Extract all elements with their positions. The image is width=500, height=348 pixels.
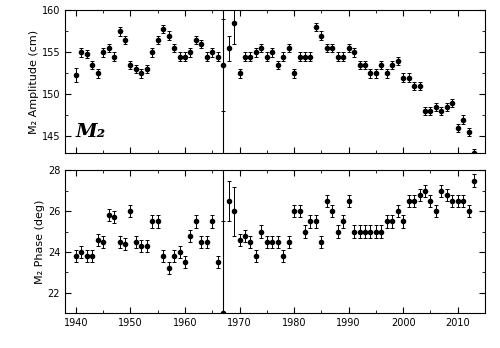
Y-axis label: M₂ Phase (deg): M₂ Phase (deg) xyxy=(35,200,45,284)
Text: M₂: M₂ xyxy=(76,122,106,141)
Y-axis label: M₂ Amplitude (cm): M₂ Amplitude (cm) xyxy=(28,30,38,134)
